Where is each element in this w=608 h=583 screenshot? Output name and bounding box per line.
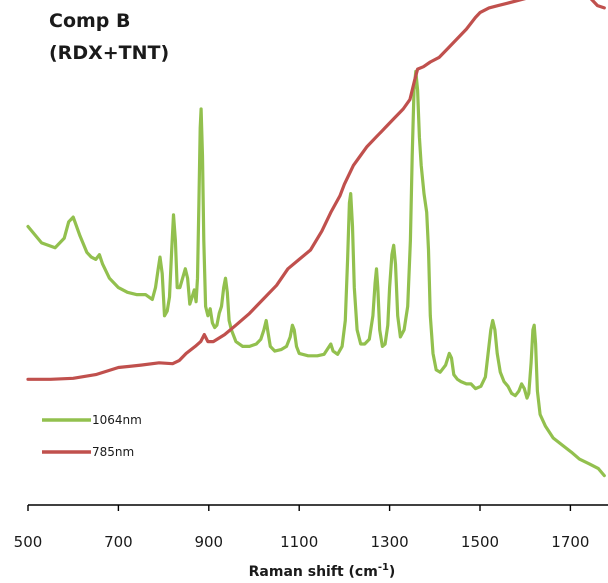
x-tick-label: 1500 xyxy=(461,533,499,551)
legend-label-1064nm: 1064nm xyxy=(92,413,142,427)
series-line-1064nm xyxy=(26,69,606,478)
x-axis-title: Raman shift (cm-1) xyxy=(249,562,396,580)
x-tick-label: 1700 xyxy=(551,533,589,551)
x-tick-label: 1100 xyxy=(280,533,318,551)
x-axis-title-prefix: Raman shift (cm xyxy=(249,564,378,580)
legend: 1064nm 785nm xyxy=(42,413,142,459)
x-axis-title-suffix: ) xyxy=(389,564,395,580)
x-tick-label: 700 xyxy=(104,533,133,551)
series-line-785nm xyxy=(26,0,606,381)
chart-title-line-2: (RDX+TNT) xyxy=(49,42,169,64)
x-tick-label: 900 xyxy=(194,533,223,551)
x-axis: 500 700 900 1100 1300 1500 1700 xyxy=(14,504,608,551)
legend-label-785nm: 785nm xyxy=(92,445,134,459)
x-axis-title-superscript: -1 xyxy=(378,562,389,573)
chart-title: Comp B (RDX+TNT) xyxy=(49,10,169,64)
x-tick-label: 1300 xyxy=(371,533,409,551)
x-tick-label: 500 xyxy=(14,533,43,551)
chart-title-line-1: Comp B xyxy=(49,10,131,32)
series-layer xyxy=(26,0,606,478)
